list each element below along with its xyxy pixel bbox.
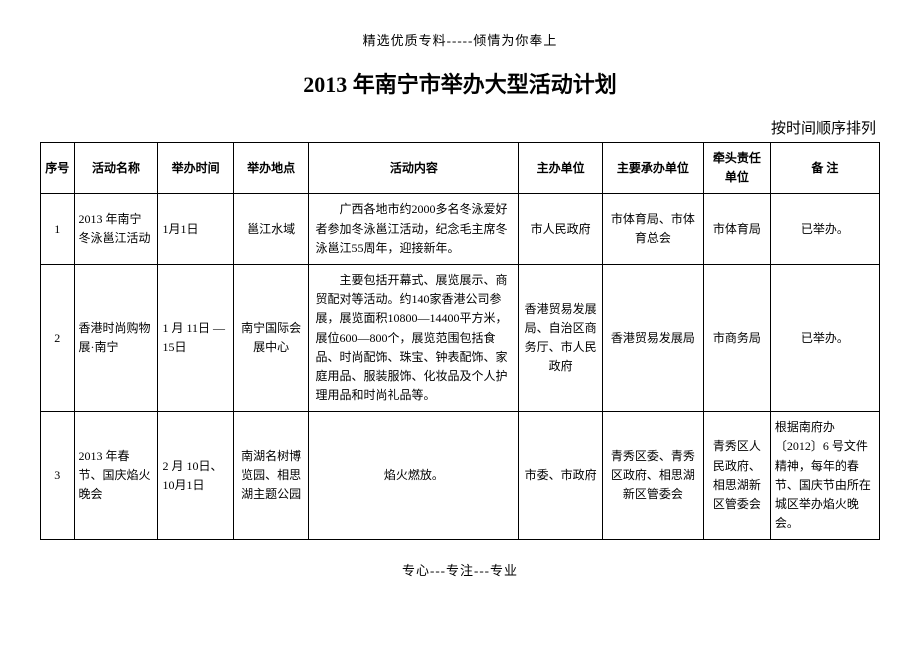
table-cell: 市商务局 [703, 264, 770, 411]
table-cell: 焰火燃放。 [309, 412, 519, 540]
activity-table: 序号活动名称举办时间举办地点活动内容主办单位主要承办单位牵头责任单位备 注 12… [40, 142, 880, 540]
table-cell: 已举办。 [770, 194, 879, 265]
table-cell: 南湖名树博览园、相思湖主题公园 [233, 412, 309, 540]
table-cell: 2013 年春节、国庆焰火晚会 [74, 412, 158, 540]
table-cell: 2 月 10日、10月1日 [158, 412, 234, 540]
bottom-mark: 专心---专注---专业 [40, 560, 880, 579]
table-row: 12013 年南宁冬泳邕江活动1月1日邕江水域广西各地市约2000多名冬泳爱好者… [41, 194, 880, 265]
table-cell: 市体育局、市体育总会 [603, 194, 704, 265]
table-cell: 2013 年南宁冬泳邕江活动 [74, 194, 158, 265]
table-cell: 市委、市政府 [519, 412, 603, 540]
page-title: 2013 年南宁市举办大型活动计划 [40, 67, 880, 99]
table-row: 2香港时尚购物展·南宁1 月 11日 —15日南宁国际会展中心主要包括开幕式、展… [41, 264, 880, 411]
table-cell: 已举办。 [770, 264, 879, 411]
subtitle: 按时间顺序排列 [40, 117, 880, 138]
table-header-row: 序号活动名称举办时间举办地点活动内容主办单位主要承办单位牵头责任单位备 注 [41, 143, 880, 194]
col-header: 举办时间 [158, 143, 234, 194]
table-cell: 青秀区委、青秀区政府、相思湖新区管委会 [603, 412, 704, 540]
table-cell: 香港贸易发展局、自治区商务厅、市人民政府 [519, 264, 603, 411]
col-header: 活动内容 [309, 143, 519, 194]
table-body: 12013 年南宁冬泳邕江活动1月1日邕江水域广西各地市约2000多名冬泳爱好者… [41, 194, 880, 540]
top-mark: 精选优质专料-----倾情为你奉上 [40, 30, 880, 49]
table-cell: 青秀区人民政府、相思湖新区管委会 [703, 412, 770, 540]
col-header: 主要承办单位 [603, 143, 704, 194]
col-header: 备 注 [770, 143, 879, 194]
col-header: 主办单位 [519, 143, 603, 194]
table-cell: 根据南府办〔2012〕6 号文件精神，每年的春节、国庆节由所在城区举办焰火晚会。 [770, 412, 879, 540]
table-cell: 1 [41, 194, 75, 265]
table-cell: 香港贸易发展局 [603, 264, 704, 411]
table-cell: 1 月 11日 —15日 [158, 264, 234, 411]
table-cell: 香港时尚购物展·南宁 [74, 264, 158, 411]
table-cell: 邕江水域 [233, 194, 309, 265]
table-cell: 南宁国际会展中心 [233, 264, 309, 411]
col-header: 牵头责任单位 [703, 143, 770, 194]
col-header: 序号 [41, 143, 75, 194]
table-cell: 市体育局 [703, 194, 770, 265]
table-cell: 市人民政府 [519, 194, 603, 265]
col-header: 举办地点 [233, 143, 309, 194]
col-header: 活动名称 [74, 143, 158, 194]
table-row: 32013 年春节、国庆焰火晚会2 月 10日、10月1日南湖名树博览园、相思湖… [41, 412, 880, 540]
table-cell: 2 [41, 264, 75, 411]
table-cell: 主要包括开幕式、展览展示、商贸配对等活动。约140家香港公司参展，展览面积108… [309, 264, 519, 411]
table-cell: 3 [41, 412, 75, 540]
table-cell: 广西各地市约2000多名冬泳爱好者参加冬泳邕江活动，纪念毛主席冬泳邕江55周年，… [309, 194, 519, 265]
table-cell: 1月1日 [158, 194, 234, 265]
